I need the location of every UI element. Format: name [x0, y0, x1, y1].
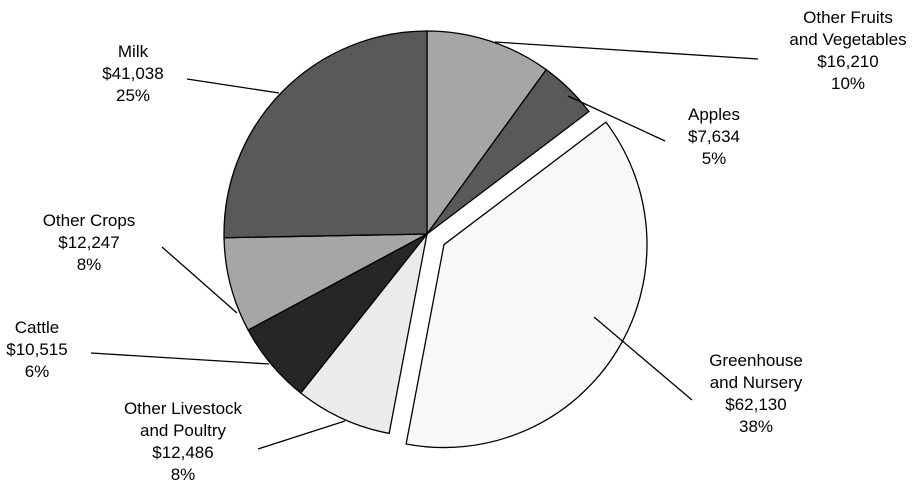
leader-line-other-fruits-and-vegetables [494, 41, 759, 60]
slice-name-other-livestock-and-poultry: and Poultry [140, 421, 226, 440]
slice-name-other-fruits-and-vegetables: and Vegetables [789, 30, 906, 49]
slice-name-greenhouse-and-nursery: Greenhouse [709, 351, 803, 370]
slice-value-other-livestock-and-poultry: $12,486 [152, 443, 213, 462]
slice-label-other-livestock-and-poultry: Other Livestock and Poultry $12,486 8% [124, 399, 243, 484]
slice-value-other-crops: $12,247 [58, 233, 119, 252]
slice-name-other-livestock-and-poultry: Other Livestock [124, 399, 243, 418]
pie-slice-other-livestock-and-poultry [299, 233, 428, 435]
leader-line-apples [567, 95, 666, 142]
leader-line-cattle [90, 352, 270, 365]
slice-labels: Other Fruits and Vegetables $16,210 10% Appl… [6, 8, 906, 484]
slice-percent-greenhouse-and-nursery: 38% [739, 417, 773, 436]
slice-name-other-crops: Other Crops [43, 211, 136, 230]
pie-slice-other-fruits-and-vegetables [426, 30, 548, 237]
slice-percent-cattle: 6% [25, 362, 50, 381]
leader-line-milk [186, 78, 280, 94]
slice-percent-apples: 5% [702, 149, 727, 168]
leader-line-greenhouse-and-nursery [593, 316, 693, 401]
slice-percent-milk: 25% [116, 86, 150, 105]
leader-line-other-crops [161, 246, 238, 314]
slice-name-apples: Apples [688, 105, 740, 124]
slice-name-cattle: Cattle [15, 318, 59, 337]
slice-value-other-fruits-and-vegetables: $16,210 [817, 52, 878, 71]
pie-slices [223, 30, 648, 449]
slice-label-milk: Milk $41,038 25% [102, 42, 163, 105]
slice-percent-other-livestock-and-poultry: 8% [171, 465, 196, 484]
pie-slice-milk [223, 30, 428, 239]
slice-value-milk: $41,038 [102, 64, 163, 83]
slice-label-greenhouse-and-nursery: Greenhouse and Nursery $62,130 38% [709, 351, 803, 436]
slice-name-milk: Milk [118, 42, 149, 61]
slice-percent-other-crops: 8% [77, 255, 102, 274]
leader-line-other-livestock-and-poultry [257, 420, 346, 450]
slice-percent-other-fruits-and-vegetables: 10% [831, 74, 865, 93]
pie-slice-apples [426, 68, 590, 235]
slice-value-cattle: $10,515 [6, 340, 67, 359]
slice-name-other-fruits-and-vegetables: Other Fruits [803, 8, 893, 27]
slice-label-apples: Apples $7,634 5% [688, 105, 740, 168]
leader-lines [90, 41, 759, 450]
slice-label-other-crops: Other Crops $12,247 8% [43, 211, 136, 274]
slice-value-greenhouse-and-nursery: $62,130 [725, 395, 786, 414]
pie-slice-greenhouse-and-nursery [405, 121, 648, 449]
slice-label-other-fruits-and-vegetables: Other Fruits and Vegetables $16,210 10% [789, 8, 906, 93]
slice-name-greenhouse-and-nursery: and Nursery [710, 373, 803, 392]
slice-label-cattle: Cattle $10,515 6% [6, 318, 67, 381]
pie-slice-other-crops [223, 233, 428, 331]
slice-value-apples: $7,634 [688, 127, 740, 146]
